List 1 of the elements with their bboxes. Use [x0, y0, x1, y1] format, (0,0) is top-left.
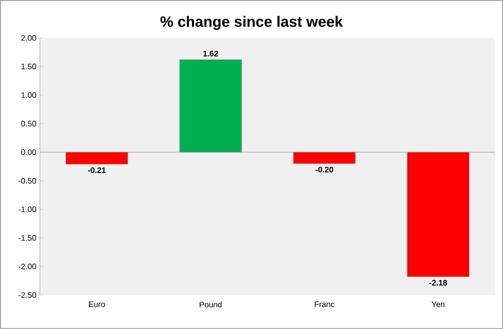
chart-title: % change since last week	[160, 16, 343, 30]
